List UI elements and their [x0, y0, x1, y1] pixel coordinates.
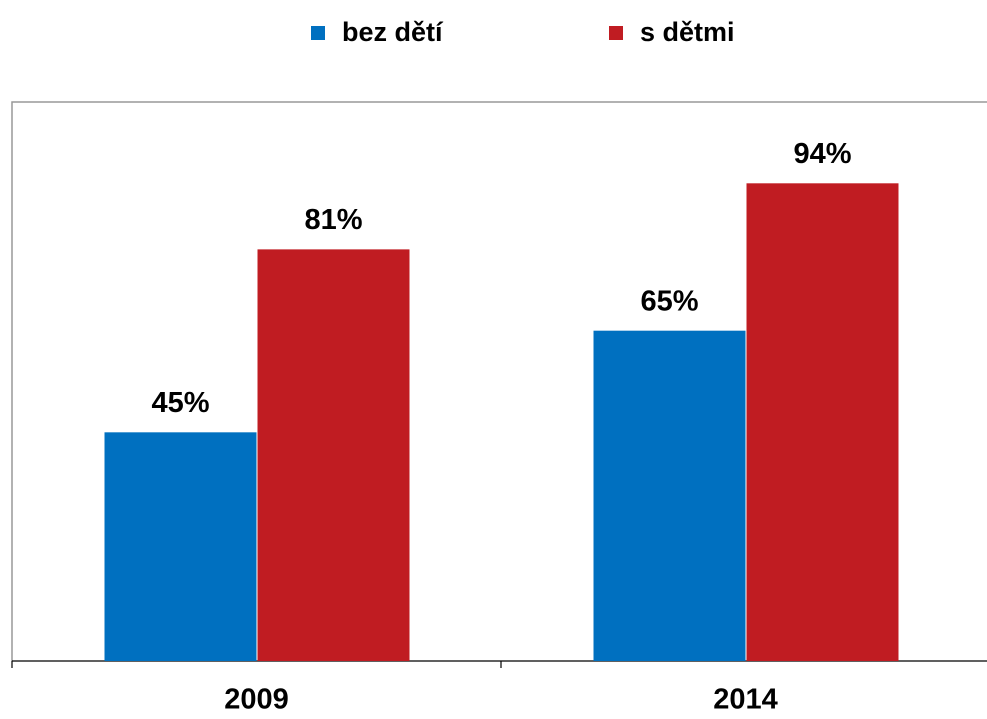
- bar: [746, 183, 899, 662]
- legend-label: bez dětí: [342, 17, 444, 47]
- value-label: 65%: [640, 285, 698, 317]
- value-label: 45%: [151, 387, 209, 419]
- legend-label: s dětmi: [640, 17, 735, 47]
- bar: [593, 330, 746, 661]
- legend-swatch: [609, 26, 623, 40]
- bar: [257, 249, 410, 661]
- legend-swatch: [311, 26, 325, 40]
- plot-frame: [11, 101, 987, 661]
- x-tick-label: 2014: [713, 684, 778, 716]
- bar: [104, 432, 257, 661]
- value-label: 94%: [793, 138, 851, 170]
- value-label: 81%: [304, 204, 362, 236]
- x-tick-label: 2009: [224, 684, 289, 716]
